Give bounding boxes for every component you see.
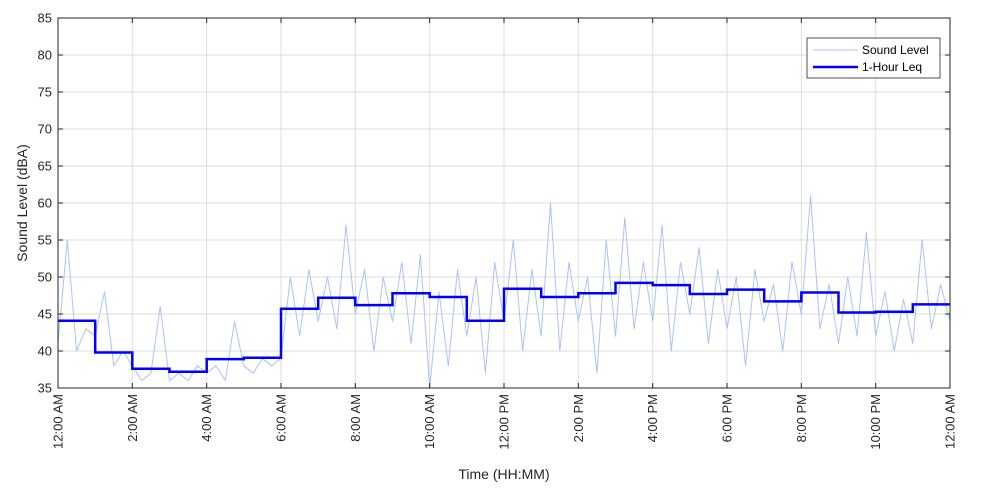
y-tick-label: 55 [38, 233, 52, 248]
x-tick-label: 10:00 PM [868, 394, 883, 450]
legend-box [806, 37, 941, 79]
y-tick-label: 50 [38, 270, 52, 285]
y-tick-label: 75 [38, 85, 52, 100]
x-tick-label: 6:00 PM [720, 394, 735, 442]
x-tick-label: 8:00 PM [794, 394, 809, 442]
legend-label-sound-level: Sound Level [862, 43, 929, 57]
x-tick-label: 12:00 AM [943, 394, 958, 449]
y-tick-label: 70 [38, 122, 52, 137]
y-tick-label: 45 [38, 307, 52, 322]
x-tick-label: 12:00 PM [497, 394, 512, 450]
y-axis-ticks: 35 40 45 50 55 60 65 70 75 80 85 [38, 11, 950, 396]
x-tick-label: 10:00 AM [422, 394, 437, 449]
y-tick-label: 60 [38, 196, 52, 211]
legend: Sound Level 1-Hour Leq [806, 37, 941, 79]
y-tick-label: 40 [38, 344, 52, 359]
x-tick-label: 4:00 AM [199, 394, 214, 442]
x-tick-label: 2:00 PM [571, 394, 586, 442]
y-tick-label: 85 [38, 11, 52, 26]
x-tick-label: 8:00 AM [348, 394, 363, 442]
x-axis-ticks: 12:00 AM 2:00 AM 4:00 AM 6:00 AM 8:00 AM 10:0… [51, 18, 958, 450]
x-tick-label: 12:00 AM [51, 394, 66, 449]
y-tick-label: 65 [38, 159, 52, 174]
y-tick-label: 80 [38, 48, 52, 63]
legend-label-1-hour-leq: 1-Hour Leq [862, 60, 922, 74]
series-lines [57, 195, 951, 389]
x-tick-label: 2:00 AM [125, 394, 140, 442]
x-tick-label: 6:00 AM [274, 394, 289, 442]
y-tick-label: 35 [38, 381, 52, 396]
y-axis-label: Sound Level (dBA) [14, 144, 30, 262]
series-1-hour-leq-line [58, 281, 950, 373]
x-axis-label: Time (HH:MM) [458, 466, 549, 482]
x-tick-label: 4:00 PM [645, 394, 660, 442]
